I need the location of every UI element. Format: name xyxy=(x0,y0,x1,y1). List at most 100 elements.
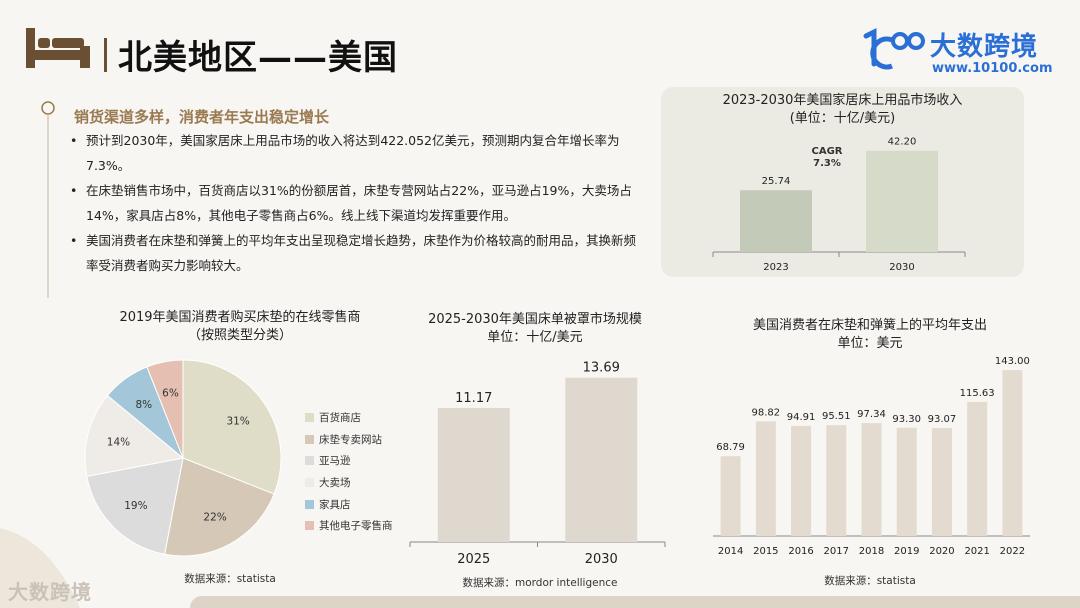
brand-name: 大数跨境 xyxy=(930,32,1039,62)
x-tick-label: 2021 xyxy=(964,546,989,557)
x-tick-label: 2023 xyxy=(763,262,788,273)
pie-chart: 31% 22% 19% 14% 8% 6% xyxy=(84,359,282,557)
bar-value-label: 68.79 xyxy=(716,442,745,453)
pie-value-label: 14% xyxy=(107,436,130,448)
bar xyxy=(791,425,812,536)
bar-value-label: 42.20 xyxy=(888,137,917,148)
cagr-value: 7.3% xyxy=(813,158,841,169)
legend-item: 其他电子零售商 xyxy=(305,515,393,537)
legend-swatch xyxy=(305,434,314,444)
pie-value-label: 31% xyxy=(226,416,249,428)
page-title: 北美地区——美国 xyxy=(118,38,398,78)
pie-chart-subtitle: （按照类型分类） xyxy=(187,328,292,343)
bar-value-label: 11.17 xyxy=(455,391,492,406)
legend-item: 百货商店 xyxy=(305,407,393,429)
bar xyxy=(565,377,638,542)
x-tick-label: 2030 xyxy=(889,262,914,273)
bar xyxy=(866,150,938,252)
pie-slice xyxy=(86,457,184,555)
spend-chart-source: 数据来源：statista xyxy=(824,575,916,587)
legend-swatch xyxy=(305,499,314,509)
bar xyxy=(740,190,812,252)
bedsheet-chart-source: 数据来源：mordor intelligence xyxy=(462,577,618,589)
timeline-marker xyxy=(41,101,55,298)
legend-swatch xyxy=(305,478,314,488)
legend-item: 大卖场 xyxy=(305,472,393,494)
bar xyxy=(1002,370,1023,536)
bar-value-label: 97.34 xyxy=(857,409,886,420)
bar xyxy=(826,425,847,536)
summary-bullet: 美国消费者在床垫和弹簧上的平均年支出呈现稳定增长趋势，床垫作为价格较高的耐用品，… xyxy=(68,228,643,278)
summary-heading: 销货渠道多样，消费者年支出稳定增长 xyxy=(74,108,330,126)
summary-bullet: 预计到2030年，美国家居床上用品市场的收入将达到422.052亿美元，预测期内… xyxy=(68,128,643,178)
legend-swatch xyxy=(305,456,314,466)
pie-value-label: 8% xyxy=(135,399,152,411)
bar xyxy=(931,428,952,536)
x-tick-label: 2015 xyxy=(753,546,778,557)
spend-chart-title: 美国消费者在床垫和弹簧上的平均年支出 xyxy=(752,318,987,333)
bar xyxy=(755,421,776,536)
summary-bullet: 在床垫销售市场中，百货商店以31%的份额居首，床垫专营网站占22%，亚马逊占19… xyxy=(68,178,643,228)
bar-value-label: 115.63 xyxy=(960,388,995,399)
x-tick-label: 2019 xyxy=(894,546,919,557)
pie-value-label: 22% xyxy=(203,511,226,523)
pie-slice xyxy=(146,359,184,459)
legend-label: 亚马逊 xyxy=(319,455,351,468)
bar-value-label: 13.69 xyxy=(583,361,620,376)
pie-legend: 百货商店床垫专卖网站 亚马逊大卖场家具店其他电子零售商 xyxy=(305,407,393,537)
x-tick-label: 2018 xyxy=(859,546,884,557)
pie-slice xyxy=(84,394,185,477)
footer-band xyxy=(190,596,1080,608)
pie-slice xyxy=(182,359,282,495)
bar xyxy=(720,456,741,536)
x-tick-label: 2014 xyxy=(718,546,743,557)
bar-value-label: 94.91 xyxy=(787,412,816,423)
summary-list: 预计到2030年，美国家居床上用品市场的收入将达到422.052亿美元，预测期内… xyxy=(68,128,643,278)
bed-icon xyxy=(26,28,90,68)
pie-chart-source: 数据来源：statista xyxy=(184,573,276,585)
bar-value-label: 98.82 xyxy=(752,407,781,418)
bedsheet-chart-subtitle: 单位：十亿/美元 xyxy=(487,330,583,345)
bar xyxy=(437,407,510,542)
corner-decoration xyxy=(0,528,80,608)
revenue-chart-panel: 2023-2030年美国家居床上用品市场收入 (单位：十亿/美元) 25.74 2… xyxy=(661,87,1024,277)
legend-label: 大卖场 xyxy=(319,477,351,490)
legend-label: 家具店 xyxy=(319,498,351,511)
title-divider xyxy=(104,38,107,72)
cagr-label: CAGR xyxy=(812,146,843,157)
revenue-chart-subtitle: (单位：十亿/美元) xyxy=(789,111,896,126)
brand-logo-icon xyxy=(863,27,925,70)
pie-chart-title: 2019年美国消费者购买床垫的在线零售商 xyxy=(119,310,361,325)
bar-value-label: 93.07 xyxy=(928,414,957,425)
watermark: 大数跨境 xyxy=(8,580,92,604)
legend-label: 其他电子零售商 xyxy=(319,520,393,533)
pie-value-label: 6% xyxy=(162,388,179,400)
pie-value-label: 19% xyxy=(124,500,147,512)
revenue-chart-title: 2023-2030年美国家居床上用品市场收入 xyxy=(722,93,963,108)
legend-label: 百货商店 xyxy=(319,412,361,425)
bar xyxy=(896,427,917,536)
legend-item: 家具店 xyxy=(305,493,393,515)
bar xyxy=(967,401,988,536)
x-tick-label: 2020 xyxy=(929,546,954,557)
brand-url[interactable]: www.10100.com xyxy=(932,61,1053,76)
x-tick-label: 2025 xyxy=(457,552,490,567)
bedsheet-chart-title: 2025-2030年美国床单被罩市场规模 xyxy=(428,312,642,327)
bar-value-label: 25.74 xyxy=(762,176,791,187)
legend-swatch xyxy=(305,521,314,531)
x-tick-label: 2016 xyxy=(788,546,813,557)
bar-value-label: 93.30 xyxy=(892,414,921,425)
x-tick-label: 2022 xyxy=(1000,546,1025,557)
legend-item: 床垫专卖网站 xyxy=(305,429,393,451)
bedsheet-chart: 11.17 2025 13.69 2030 xyxy=(409,361,666,567)
spend-chart-subtitle: 单位：美元 xyxy=(837,336,903,351)
bar-value-label: 95.51 xyxy=(822,411,851,422)
spend-chart: 68.79 2014 98.82 2015 94.91 2016 95.51 2017 97.3… xyxy=(713,356,1030,557)
legend-label: 床垫专卖网站 xyxy=(319,433,382,446)
x-tick-label: 2017 xyxy=(824,546,849,557)
pie-slice xyxy=(164,457,275,557)
legend-item: 亚马逊 xyxy=(305,450,393,472)
x-tick-label: 2030 xyxy=(585,552,618,567)
bar xyxy=(861,423,882,536)
